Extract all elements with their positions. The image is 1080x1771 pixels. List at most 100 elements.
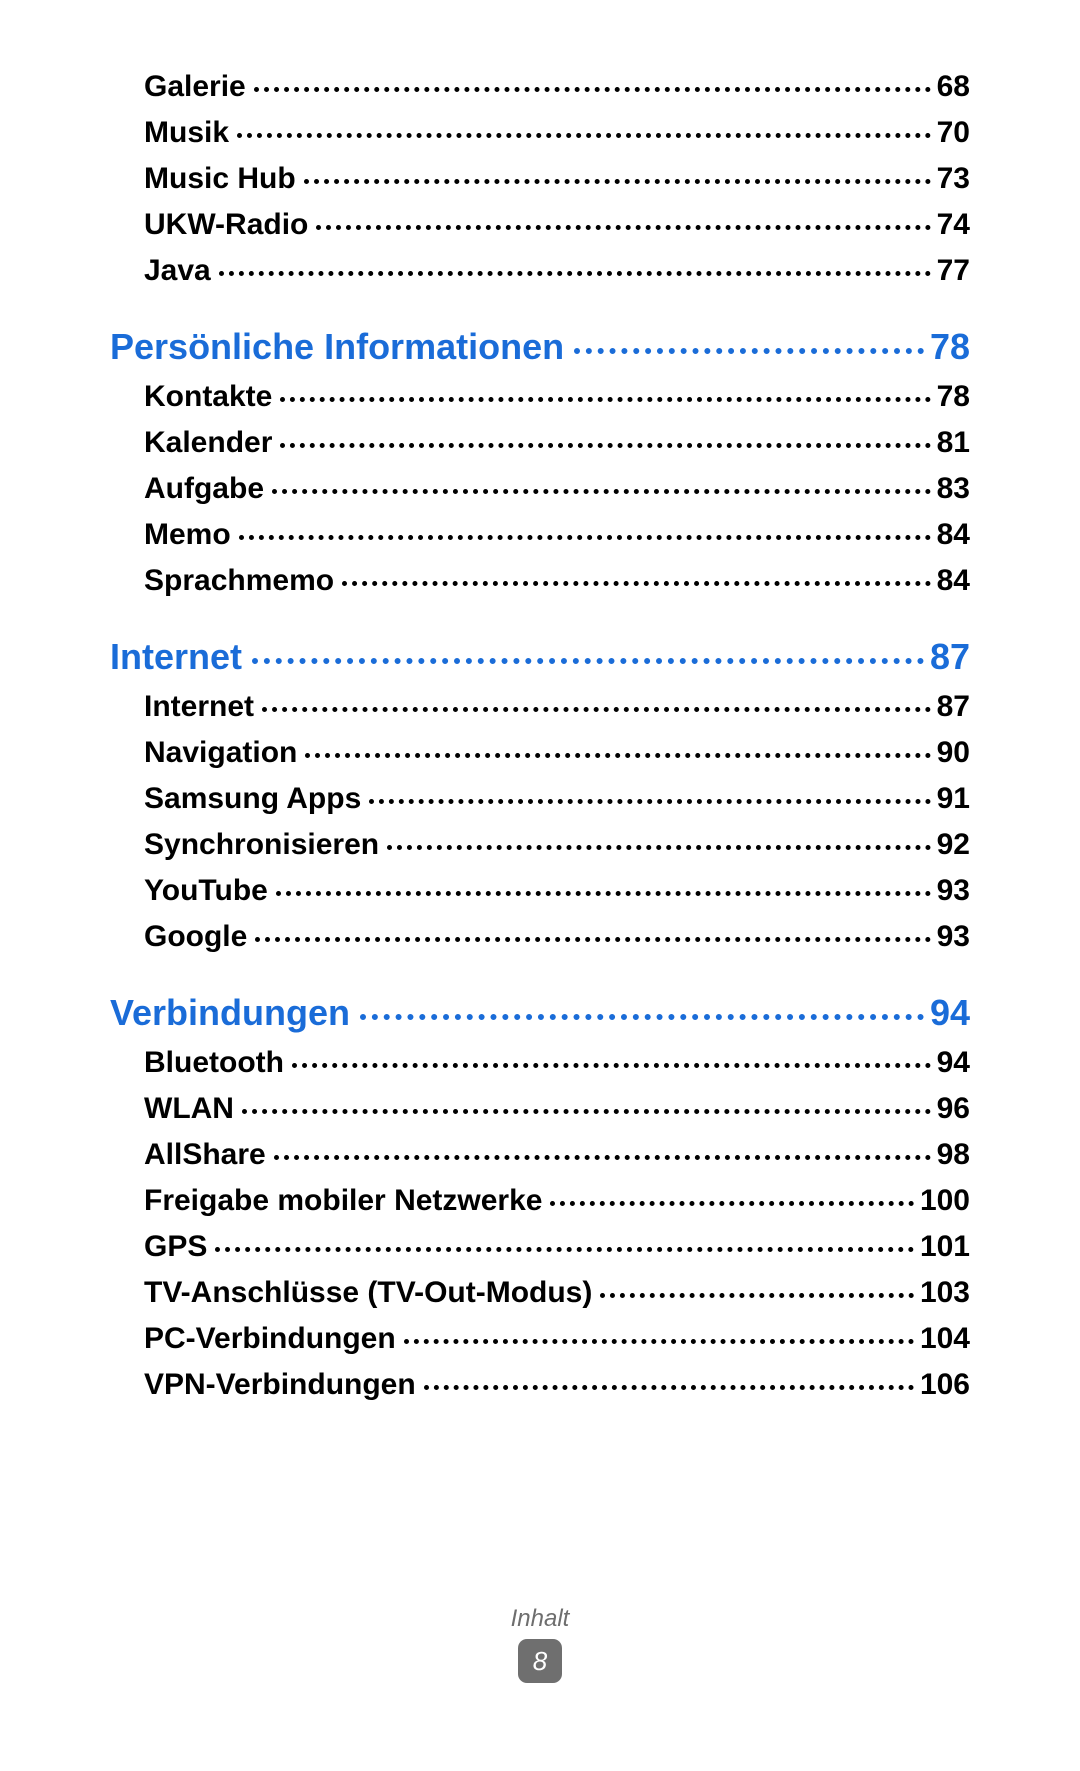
toc-leader bbox=[404, 1339, 914, 1344]
toc-item[interactable]: Samsung Apps 91 bbox=[110, 782, 970, 816]
toc-item[interactable]: Galerie 68 bbox=[110, 70, 970, 104]
toc-item-page: 101 bbox=[920, 1230, 970, 1264]
toc-item-label: TV-Anschlüsse (TV-Out-Modus) bbox=[144, 1276, 592, 1310]
toc-item[interactable]: AllShare 98 bbox=[110, 1138, 970, 1172]
toc-item-label: Navigation bbox=[144, 736, 297, 770]
toc-item-label: Musik bbox=[144, 116, 229, 150]
toc-item-page: 77 bbox=[937, 254, 970, 288]
toc-section-page: 78 bbox=[930, 326, 970, 368]
toc-item[interactable]: Freigabe mobiler Netzwerke 100 bbox=[110, 1184, 970, 1218]
toc-leader bbox=[276, 891, 931, 896]
toc-leader bbox=[242, 1109, 931, 1114]
toc-item-label: GPS bbox=[144, 1230, 207, 1264]
toc-item-page: 98 bbox=[937, 1138, 970, 1172]
toc-item-label: Aufgabe bbox=[144, 472, 264, 506]
toc-item-page: 68 bbox=[937, 70, 970, 104]
toc-item[interactable]: Bluetooth 94 bbox=[110, 1046, 970, 1080]
toc-section-items: Kontakte 78 Kalender 81 Aufgabe 83 Memo … bbox=[110, 380, 970, 598]
toc-item[interactable]: Google 93 bbox=[110, 920, 970, 954]
toc-leader bbox=[219, 271, 931, 276]
toc-item-page: 106 bbox=[920, 1368, 970, 1402]
toc-item[interactable]: Music Hub 73 bbox=[110, 162, 970, 196]
toc-leader bbox=[215, 1247, 914, 1252]
toc-item-label: Java bbox=[144, 254, 211, 288]
toc-item-label: AllShare bbox=[144, 1138, 266, 1172]
toc-item-label: Samsung Apps bbox=[144, 782, 361, 816]
toc-item-label: Synchronisieren bbox=[144, 828, 379, 862]
toc-section-page: 87 bbox=[930, 636, 970, 678]
toc-item[interactable]: Sprachmemo 84 bbox=[110, 564, 970, 598]
toc-item-page: 91 bbox=[937, 782, 970, 816]
toc-section[interactable]: Verbindungen 94 bbox=[110, 992, 970, 1034]
toc-section[interactable]: Persönliche Informationen 78 bbox=[110, 326, 970, 368]
toc-item[interactable]: WLAN 96 bbox=[110, 1092, 970, 1126]
toc-item[interactable]: GPS 101 bbox=[110, 1230, 970, 1264]
toc-item-page: 78 bbox=[937, 380, 970, 414]
toc-leader bbox=[262, 707, 931, 712]
toc-item-page: 104 bbox=[920, 1322, 970, 1356]
toc-leader bbox=[342, 581, 931, 586]
toc-item[interactable]: YouTube 93 bbox=[110, 874, 970, 908]
toc-item[interactable]: Musik 70 bbox=[110, 116, 970, 150]
toc-item-label: Internet bbox=[144, 690, 254, 724]
toc-item-page: 94 bbox=[937, 1046, 970, 1080]
toc-leader bbox=[239, 535, 931, 540]
toc-leader bbox=[600, 1293, 914, 1298]
toc-item-page: 96 bbox=[937, 1092, 970, 1126]
toc-item-label: Kalender bbox=[144, 426, 272, 460]
toc-item-page: 83 bbox=[937, 472, 970, 506]
toc-item-page: 74 bbox=[937, 208, 970, 242]
toc-item-label: Kontakte bbox=[144, 380, 272, 414]
toc-leader bbox=[280, 397, 930, 402]
toc-container: Galerie 68 Musik 70 Music Hub 73 UKW-Rad… bbox=[110, 70, 970, 1402]
toc-pre-items: Galerie 68 Musik 70 Music Hub 73 UKW-Rad… bbox=[110, 70, 970, 288]
toc-item[interactable]: Synchronisieren 92 bbox=[110, 828, 970, 862]
toc-leader bbox=[255, 937, 930, 942]
toc-leader bbox=[387, 845, 931, 850]
page-number: 8 bbox=[533, 1646, 547, 1677]
toc-section-title: Internet bbox=[110, 636, 242, 678]
footer-section-label: Inhalt bbox=[0, 1605, 1080, 1633]
toc-item-page: 87 bbox=[937, 690, 970, 724]
toc-item-label: UKW-Radio bbox=[144, 208, 308, 242]
toc-section[interactable]: Internet 87 bbox=[110, 636, 970, 678]
toc-item-page: 70 bbox=[937, 116, 970, 150]
toc-leader bbox=[424, 1385, 914, 1390]
toc-leader bbox=[280, 443, 930, 448]
toc-item-label: Bluetooth bbox=[144, 1046, 284, 1080]
toc-item[interactable]: Memo 84 bbox=[110, 518, 970, 552]
toc-item[interactable]: VPN-Verbindungen 106 bbox=[110, 1368, 970, 1402]
toc-item-label: VPN-Verbindungen bbox=[144, 1368, 416, 1402]
toc-leader bbox=[304, 179, 931, 184]
toc-item[interactable]: Internet 87 bbox=[110, 690, 970, 724]
toc-item-label: PC-Verbindungen bbox=[144, 1322, 396, 1356]
toc-section-items: Bluetooth 94 WLAN 96 AllShare 98 Freigab… bbox=[110, 1046, 970, 1402]
toc-section-page: 94 bbox=[930, 992, 970, 1034]
toc-leader bbox=[316, 225, 930, 230]
toc-item-page: 81 bbox=[937, 426, 970, 460]
toc-item-label: Google bbox=[144, 920, 247, 954]
toc-item-page: 100 bbox=[920, 1184, 970, 1218]
toc-leader bbox=[252, 658, 924, 664]
page-number-badge: 8 bbox=[518, 1639, 562, 1683]
toc-leader bbox=[254, 87, 931, 92]
toc-item[interactable]: PC-Verbindungen 104 bbox=[110, 1322, 970, 1356]
toc-leader bbox=[360, 1014, 924, 1020]
toc-leader bbox=[305, 753, 930, 758]
toc-item-label: Freigabe mobiler Netzwerke bbox=[144, 1184, 542, 1218]
toc-item-page: 73 bbox=[937, 162, 970, 196]
toc-leader bbox=[550, 1201, 913, 1206]
toc-item[interactable]: Kalender 81 bbox=[110, 426, 970, 460]
toc-item[interactable]: UKW-Radio 74 bbox=[110, 208, 970, 242]
toc-item-label: WLAN bbox=[144, 1092, 234, 1126]
toc-item[interactable]: Navigation 90 bbox=[110, 736, 970, 770]
page-footer: Inhalt 8 bbox=[0, 1605, 1080, 1683]
toc-page: Galerie 68 Musik 70 Music Hub 73 UKW-Rad… bbox=[0, 0, 1080, 1771]
toc-item-page: 90 bbox=[937, 736, 970, 770]
toc-section-items: Internet 87 Navigation 90 Samsung Apps 9… bbox=[110, 690, 970, 954]
toc-item-label: Music Hub bbox=[144, 162, 296, 196]
toc-item[interactable]: Aufgabe 83 bbox=[110, 472, 970, 506]
toc-item[interactable]: Kontakte 78 bbox=[110, 380, 970, 414]
toc-item[interactable]: Java 77 bbox=[110, 254, 970, 288]
toc-item[interactable]: TV-Anschlüsse (TV-Out-Modus) 103 bbox=[110, 1276, 970, 1310]
